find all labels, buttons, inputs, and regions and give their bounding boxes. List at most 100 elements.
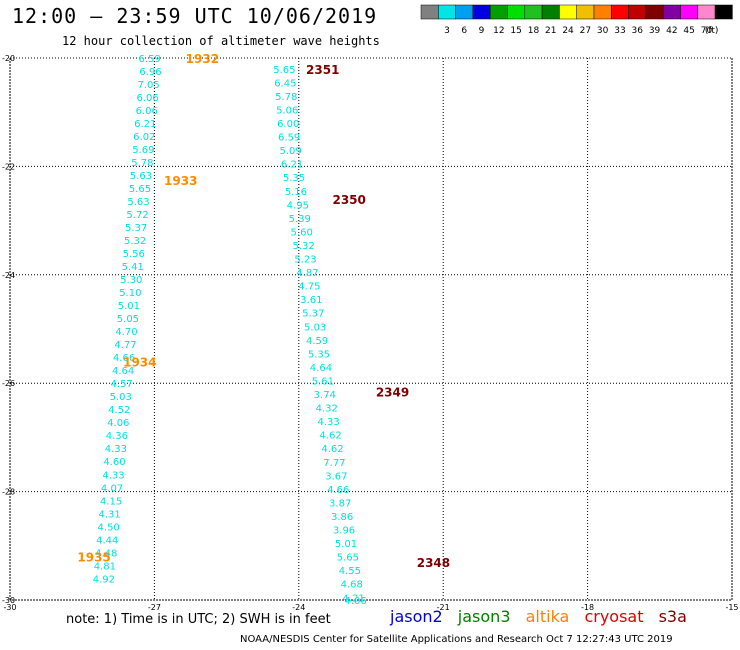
wave-height-label: 4.66 — [113, 353, 135, 364]
wave-height-label: 4.70 — [115, 327, 137, 338]
wave-height-label: 5.06 — [276, 105, 298, 116]
time-annotation: 2351 — [306, 63, 339, 77]
wave-height-label: 5.16 — [285, 187, 307, 198]
wave-height-label: 5.65 — [129, 184, 151, 195]
wave-height-label: 3.61 — [300, 295, 322, 306]
wave-height-label: 5.10 — [119, 288, 141, 299]
wave-height-label: 4.55 — [339, 566, 361, 577]
wave-height-label: 5.39 — [289, 214, 311, 225]
wave-height-label: 5.37 — [302, 309, 324, 320]
wave-height-label: 3.86 — [331, 512, 353, 523]
wave-height-label: 4.64 — [112, 366, 134, 377]
y-tick-label: -24 — [2, 271, 15, 280]
color-bin-label: 12 — [493, 26, 504, 36]
satellite-label-jason2: jason2 — [390, 607, 443, 626]
color-bin-label: 21 — [545, 26, 556, 36]
time-annotation: 1933 — [164, 174, 197, 188]
color-bin-label: 18 — [528, 26, 540, 36]
wave-height-label: 5.69 — [132, 145, 154, 156]
wave-height-label: 4.62 — [319, 431, 341, 442]
x-tick-label: -24 — [292, 603, 305, 612]
color-bin-label: 30 — [597, 26, 609, 36]
y-tick-label: -22 — [2, 162, 15, 171]
wave-height-label: 4.06 — [344, 596, 366, 607]
wave-height-label: 4.87 — [296, 268, 318, 279]
color-bin — [714, 4, 733, 20]
x-tick-label: -15 — [725, 603, 738, 612]
color-bin-label: 42 — [666, 26, 677, 36]
wave-height-label: 5.35 — [283, 173, 305, 184]
chart-subtitle: 12 hour collection of altimeter wave hei… — [62, 34, 380, 48]
wave-height-label: 4.92 — [93, 574, 115, 585]
wave-height-label: 4.62 — [321, 444, 343, 455]
y-tick-label: -30 — [2, 596, 15, 605]
wave-height-label: 4.60 — [103, 457, 125, 468]
wave-height-label: 4.32 — [316, 404, 338, 415]
wave-height-label: 6.59 — [278, 133, 300, 144]
wave-height-label: 5.23 — [294, 255, 316, 266]
color-bin-label: 39 — [649, 26, 661, 36]
wave-height-label: 5.61 — [312, 376, 334, 387]
color-bin-label: 33 — [614, 26, 625, 36]
wave-height-label: 4.33 — [102, 470, 124, 481]
wave-height-label: 6.45 — [274, 78, 296, 89]
wave-height-label: 4.75 — [298, 282, 320, 293]
wave-height-label: 5.63 — [130, 171, 152, 182]
y-tick-label: -26 — [2, 379, 15, 388]
satellite-label-jason3: jason3 — [457, 607, 511, 626]
wave-height-label: 5.03 — [110, 392, 132, 403]
wave-height-label: 4.64 — [310, 363, 332, 374]
time-annotation: 2349 — [376, 385, 409, 399]
wave-height-label: 6.06 — [136, 106, 158, 117]
wave-height-label: 6.59 — [138, 54, 160, 65]
wave-height-label: 5.05 — [117, 314, 139, 325]
wave-height-label: 5.32 — [292, 241, 314, 252]
wave-height-label: 4.48 — [95, 548, 117, 559]
wave-height-label: 5.09 — [279, 146, 301, 157]
satellite-label-altika: altika — [525, 607, 570, 626]
page-title: 12:00 — 23:59 UTC 10/06/2019 — [12, 4, 378, 28]
time-annotation: 1935 — [77, 551, 110, 565]
wave-height-label: 4.07 — [101, 483, 123, 494]
credit-line: NOAA/NESDIS Center for Satellite Applica… — [240, 634, 673, 645]
satellite-legend: jason2 jason3 altika cryosat s3a — [390, 607, 697, 626]
wave-height-label: 6.02 — [133, 132, 155, 143]
wave-height-label: 7.77 — [323, 458, 345, 469]
wave-height-label: 5.01 — [118, 301, 140, 312]
wave-height-label: 5.65 — [337, 553, 359, 564]
wave-height-label: 3.96 — [333, 526, 355, 537]
color-bin-label: 24 — [562, 26, 574, 36]
wave-height-label: 3.87 — [329, 498, 351, 509]
wave-height-label: 5.78 — [275, 92, 297, 103]
color-bin-label: 3 — [444, 26, 450, 36]
wave-height-label: 4.52 — [108, 405, 130, 416]
wave-height-label: 4.33 — [318, 417, 340, 428]
wave-height-label: 4.36 — [106, 431, 128, 442]
color-bin-label: 70 — [701, 26, 713, 36]
satellite-label-s3a: s3a — [658, 607, 687, 626]
wave-height-label: 4.33 — [105, 444, 127, 455]
color-bin-label: 15 — [510, 26, 521, 36]
wave-height-label: 6.21 — [134, 119, 156, 130]
wave-height-label: 5.30 — [120, 275, 142, 286]
wave-height-label: 4.66 — [327, 485, 349, 496]
x-tick-label: -30 — [3, 603, 16, 612]
wave-height-label: 3.67 — [325, 471, 347, 482]
color-bin-label: 27 — [580, 26, 591, 36]
y-tick-label: -28 — [2, 488, 15, 497]
wave-height-label: 4.15 — [100, 496, 122, 507]
color-bin-label: 6 — [461, 26, 467, 36]
wave-height-label: 4.57 — [111, 379, 133, 390]
time-annotation: 2348 — [417, 556, 450, 570]
wave-height-label: 3.74 — [314, 390, 336, 401]
wave-height-label: 4.31 — [99, 509, 121, 520]
color-bin-label: 9 — [479, 26, 485, 36]
wave-height-label: 4.44 — [96, 535, 118, 546]
wave-height-label: 5.01 — [335, 539, 357, 550]
color-bin-label: 45 — [683, 26, 694, 36]
wave-height-label: 5.35 — [308, 349, 330, 360]
wave-height-label: 4.21 — [343, 593, 365, 604]
time-annotation: 1934 — [123, 356, 156, 370]
wave-height-label: 5.56 — [123, 249, 145, 260]
